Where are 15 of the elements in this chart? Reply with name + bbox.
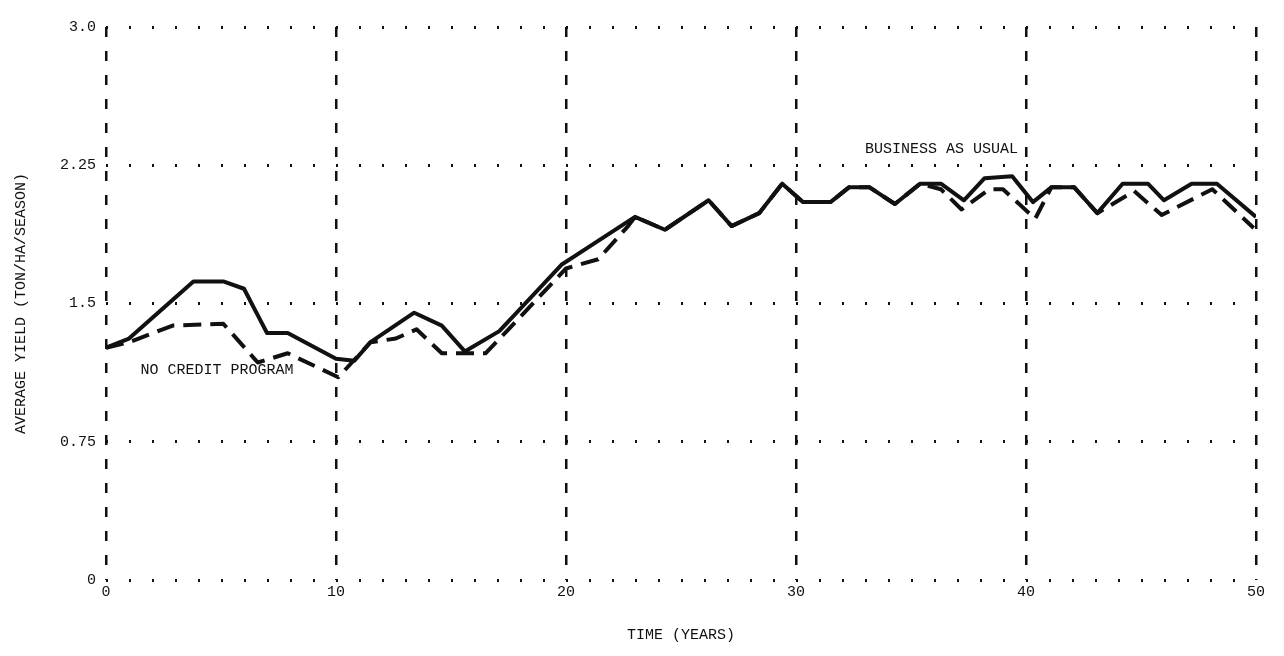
- y-tick-label: 0: [86, 571, 97, 589]
- series-label: NO CREDIT PROGRAM: [140, 361, 294, 379]
- x-tick-label: 10: [327, 583, 346, 601]
- series-label: BUSINESS AS USUAL: [865, 140, 1019, 158]
- x-tick-label: 40: [1016, 583, 1036, 601]
- x-axis-title: TIME (YEARS): [626, 626, 736, 644]
- x-tick-label: 0: [101, 583, 111, 601]
- y-tick-label: 2.25: [59, 157, 97, 175]
- y-axis-title: AVERAGE YIELD (TON/HA/SEASON): [12, 172, 30, 435]
- x-tick-label: 20: [557, 583, 576, 601]
- x-tick-label: 50: [1246, 583, 1266, 601]
- y-tick-label: 1.5: [68, 295, 97, 313]
- y-tick-label: 0.75: [59, 433, 97, 451]
- y-tick-label: 3.0: [68, 18, 97, 36]
- x-tick-label: 30: [786, 583, 806, 601]
